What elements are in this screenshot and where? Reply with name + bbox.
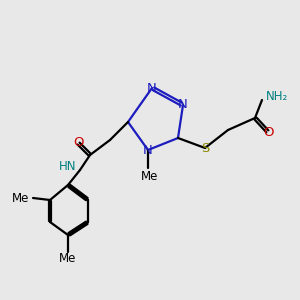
Text: Me: Me xyxy=(141,169,159,182)
Text: O: O xyxy=(73,136,83,149)
Text: S: S xyxy=(201,142,209,154)
Text: Me: Me xyxy=(12,193,29,206)
Text: N: N xyxy=(143,143,153,157)
Text: NH₂: NH₂ xyxy=(266,89,288,103)
Text: N: N xyxy=(147,82,157,94)
Text: HN: HN xyxy=(58,160,76,173)
Text: Me: Me xyxy=(59,253,77,266)
Text: N: N xyxy=(178,98,188,112)
Text: O: O xyxy=(263,125,273,139)
